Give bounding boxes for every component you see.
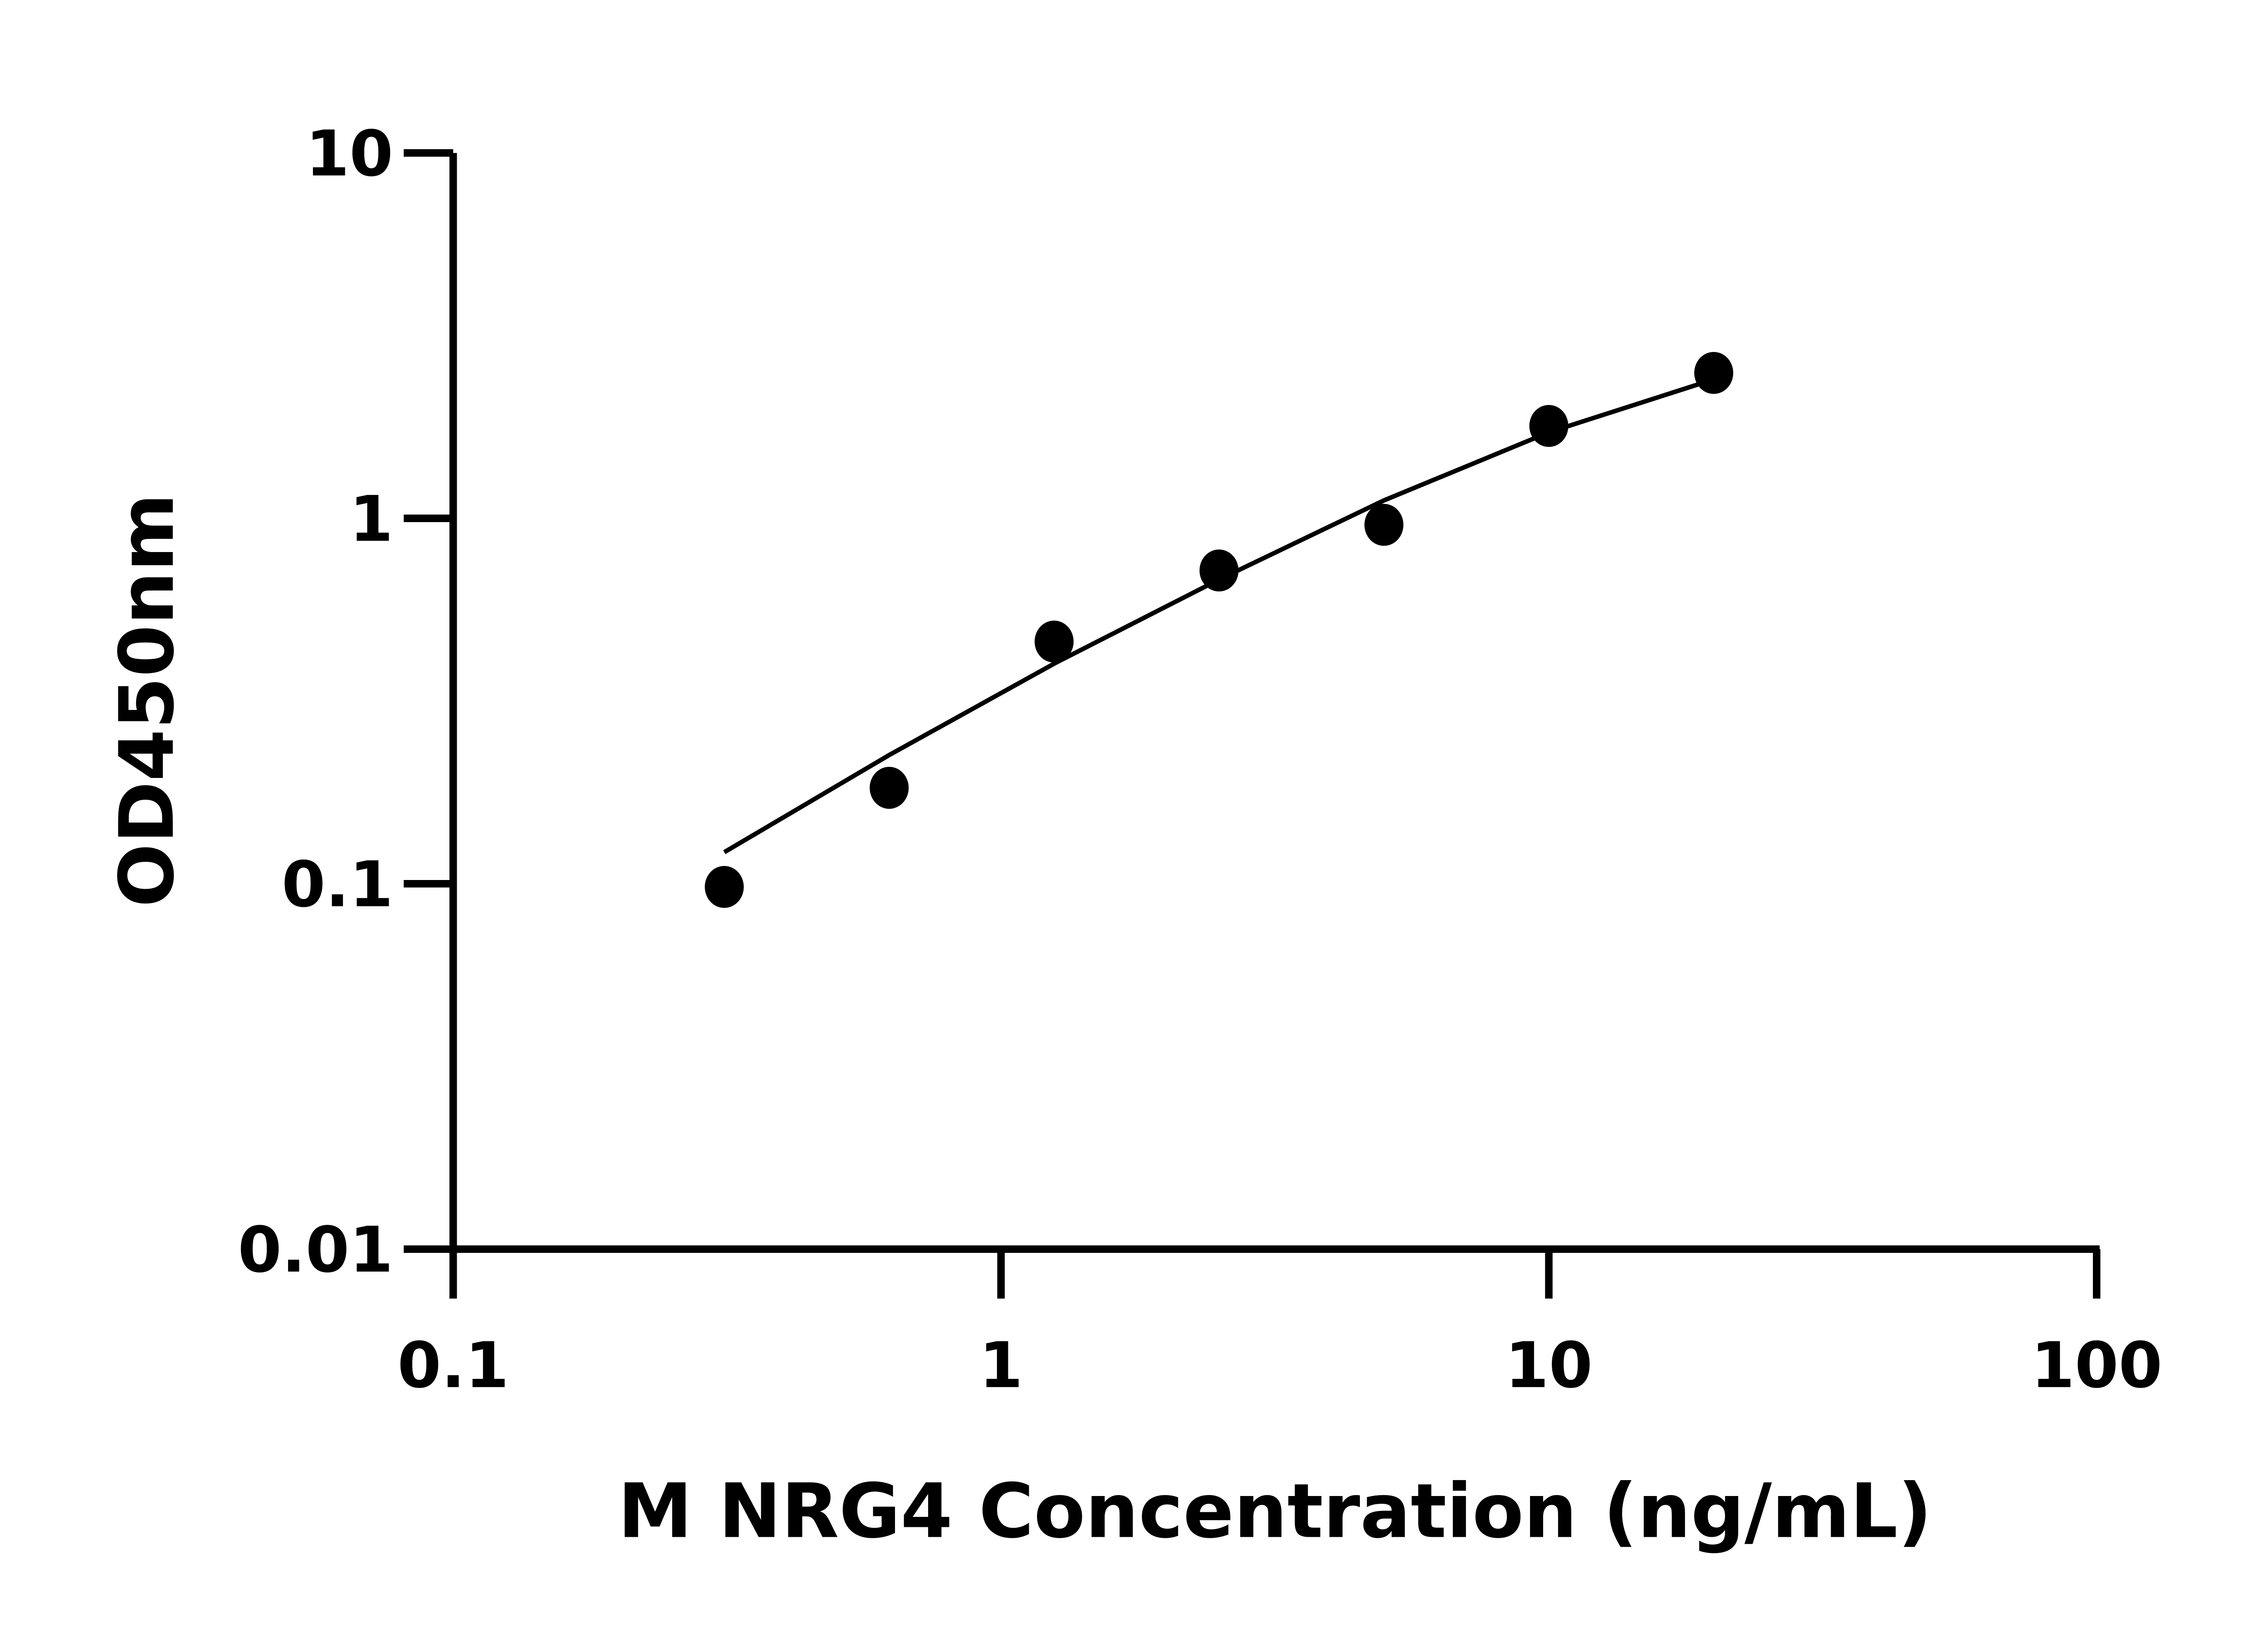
data-point bbox=[1034, 621, 1074, 663]
y-axis-label: OD450nm bbox=[103, 494, 191, 908]
x-tick-label: 1 bbox=[979, 1329, 1023, 1402]
x-tick-label: 10 bbox=[1505, 1329, 1593, 1402]
data-point bbox=[870, 767, 909, 809]
data-point bbox=[1694, 352, 1734, 394]
y-tick-label: 0.1 bbox=[282, 848, 393, 921]
data-points bbox=[704, 352, 1734, 908]
data-point bbox=[704, 865, 744, 908]
data-point bbox=[1199, 549, 1239, 592]
y-tick-label: 1 bbox=[349, 482, 393, 556]
y-tick-label: 0.01 bbox=[238, 1213, 393, 1286]
y-tick-label: 10 bbox=[306, 117, 393, 191]
data-point bbox=[1364, 504, 1403, 546]
x-axis-label: M NRG4 Concentration (ng/mL) bbox=[618, 1467, 1932, 1555]
x-tick-label: 100 bbox=[2031, 1329, 2162, 1402]
data-point bbox=[1529, 405, 1569, 447]
x-tick-label: 0.1 bbox=[397, 1329, 509, 1402]
